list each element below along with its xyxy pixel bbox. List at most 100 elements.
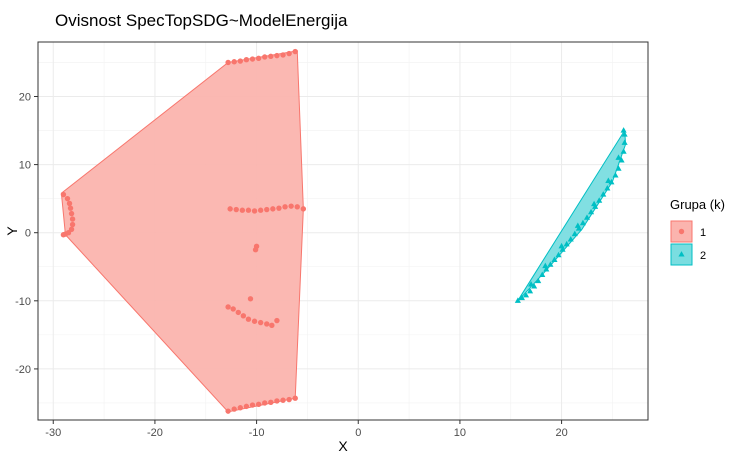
point-group-1 xyxy=(69,221,76,228)
point-group-2 xyxy=(591,200,598,207)
point-group-2 xyxy=(592,203,599,209)
point-group-2 xyxy=(618,157,625,163)
point-group-1 xyxy=(69,216,76,222)
point-group-1 xyxy=(239,207,246,213)
point-group-1 xyxy=(251,208,258,214)
point-group-2 xyxy=(563,240,570,247)
point-group-1 xyxy=(235,309,241,316)
point-group-1 xyxy=(270,206,276,212)
point-group-2 xyxy=(555,251,562,258)
point-group-2 xyxy=(539,271,546,277)
point-group-1 xyxy=(262,54,268,60)
point-group-1 xyxy=(237,58,244,64)
x-tick-label: -10 xyxy=(249,427,265,439)
point-group-1 xyxy=(255,55,262,62)
point-group-1 xyxy=(276,205,282,211)
point-group-2 xyxy=(575,225,582,231)
point-group-1 xyxy=(60,191,67,198)
point-group-1 xyxy=(225,408,231,414)
x-tick-label: 0 xyxy=(355,427,361,439)
point-group-1 xyxy=(60,232,67,238)
legend-label-2: 2 xyxy=(700,250,706,262)
point-group-1 xyxy=(280,52,286,58)
point-group-2 xyxy=(621,131,628,137)
chart-title: Ovisnost SpecTopSDG~ModelEnergija xyxy=(55,11,348,30)
point-group-1 xyxy=(286,396,292,403)
point-group-2 xyxy=(531,283,538,289)
point-group-1 xyxy=(292,395,298,401)
point-group-2 xyxy=(514,297,521,303)
point-group-2 xyxy=(579,219,586,226)
point-group-1 xyxy=(288,203,294,209)
point-group-2 xyxy=(528,281,535,287)
point-group-1 xyxy=(274,52,280,59)
y-tick-label: -10 xyxy=(15,296,31,308)
point-group-1 xyxy=(249,56,256,62)
grid-minor xyxy=(38,42,648,420)
y-tick-label: 10 xyxy=(19,160,31,172)
point-group-1 xyxy=(264,206,270,213)
x-tick-label: 20 xyxy=(555,427,567,439)
point-group-1 xyxy=(245,316,252,322)
point-group-1 xyxy=(64,195,71,202)
point-group-1 xyxy=(227,206,233,212)
point-group-2 xyxy=(559,246,566,252)
point-group-2 xyxy=(558,242,565,249)
point-group-2 xyxy=(543,266,550,272)
plot-panel xyxy=(37,41,649,421)
point-group-2 xyxy=(527,287,534,294)
point-group-2 xyxy=(547,261,554,267)
point-group-1 xyxy=(292,48,298,55)
point-group-2 xyxy=(583,214,591,220)
data-points xyxy=(60,48,628,414)
point-group-1 xyxy=(66,200,73,207)
point-group-1 xyxy=(300,206,307,212)
point-group-2 xyxy=(522,291,530,298)
legend-label-1: 1 xyxy=(700,227,706,239)
point-group-1 xyxy=(225,304,231,310)
point-group-2 xyxy=(518,294,525,301)
point-group-1 xyxy=(240,313,247,319)
point-group-1 xyxy=(268,399,274,405)
x-tick-label: 10 xyxy=(454,427,466,439)
point-group-2 xyxy=(620,148,627,154)
x-axis-title: X xyxy=(338,438,348,454)
legend-symbol-1 xyxy=(678,228,685,235)
point-group-1 xyxy=(243,403,250,410)
y-axis: -20 -10 0 10 20 xyxy=(15,91,38,376)
point-group-1 xyxy=(274,317,280,324)
x-tick-label: -30 xyxy=(45,427,61,439)
point-group-2 xyxy=(567,236,574,242)
point-group-2 xyxy=(620,127,627,133)
point-group-1 xyxy=(264,321,270,327)
point-group-1 xyxy=(230,306,236,312)
point-group-2 xyxy=(615,154,622,160)
point-group-2 xyxy=(542,262,549,269)
point-group-1 xyxy=(251,318,258,324)
point-group-1 xyxy=(257,319,264,326)
point-group-1 xyxy=(294,204,300,210)
point-group-2 xyxy=(605,177,612,183)
legend-symbol-2 xyxy=(678,251,685,257)
point-group-2 xyxy=(596,197,603,203)
point-group-1 xyxy=(237,405,244,411)
point-group-2 xyxy=(604,185,611,191)
point-group-1 xyxy=(243,57,250,63)
point-group-1 xyxy=(269,322,275,329)
point-group-1 xyxy=(249,402,256,408)
legend: Grupa (k) 12 xyxy=(670,197,725,266)
point-group-1 xyxy=(274,398,280,404)
point-group-2 xyxy=(588,208,595,215)
point-group-1 xyxy=(225,59,231,66)
y-tick-label: -20 xyxy=(15,364,31,376)
point-group-1 xyxy=(280,397,286,403)
point-group-2 xyxy=(600,191,607,197)
y-tick-label: 0 xyxy=(25,228,31,240)
point-group-1 xyxy=(252,247,259,253)
point-group-2 xyxy=(551,256,558,262)
point-group-1 xyxy=(255,401,262,408)
point-group-1 xyxy=(268,53,274,60)
point-group-1 xyxy=(231,406,237,412)
point-group-2 xyxy=(535,277,542,284)
